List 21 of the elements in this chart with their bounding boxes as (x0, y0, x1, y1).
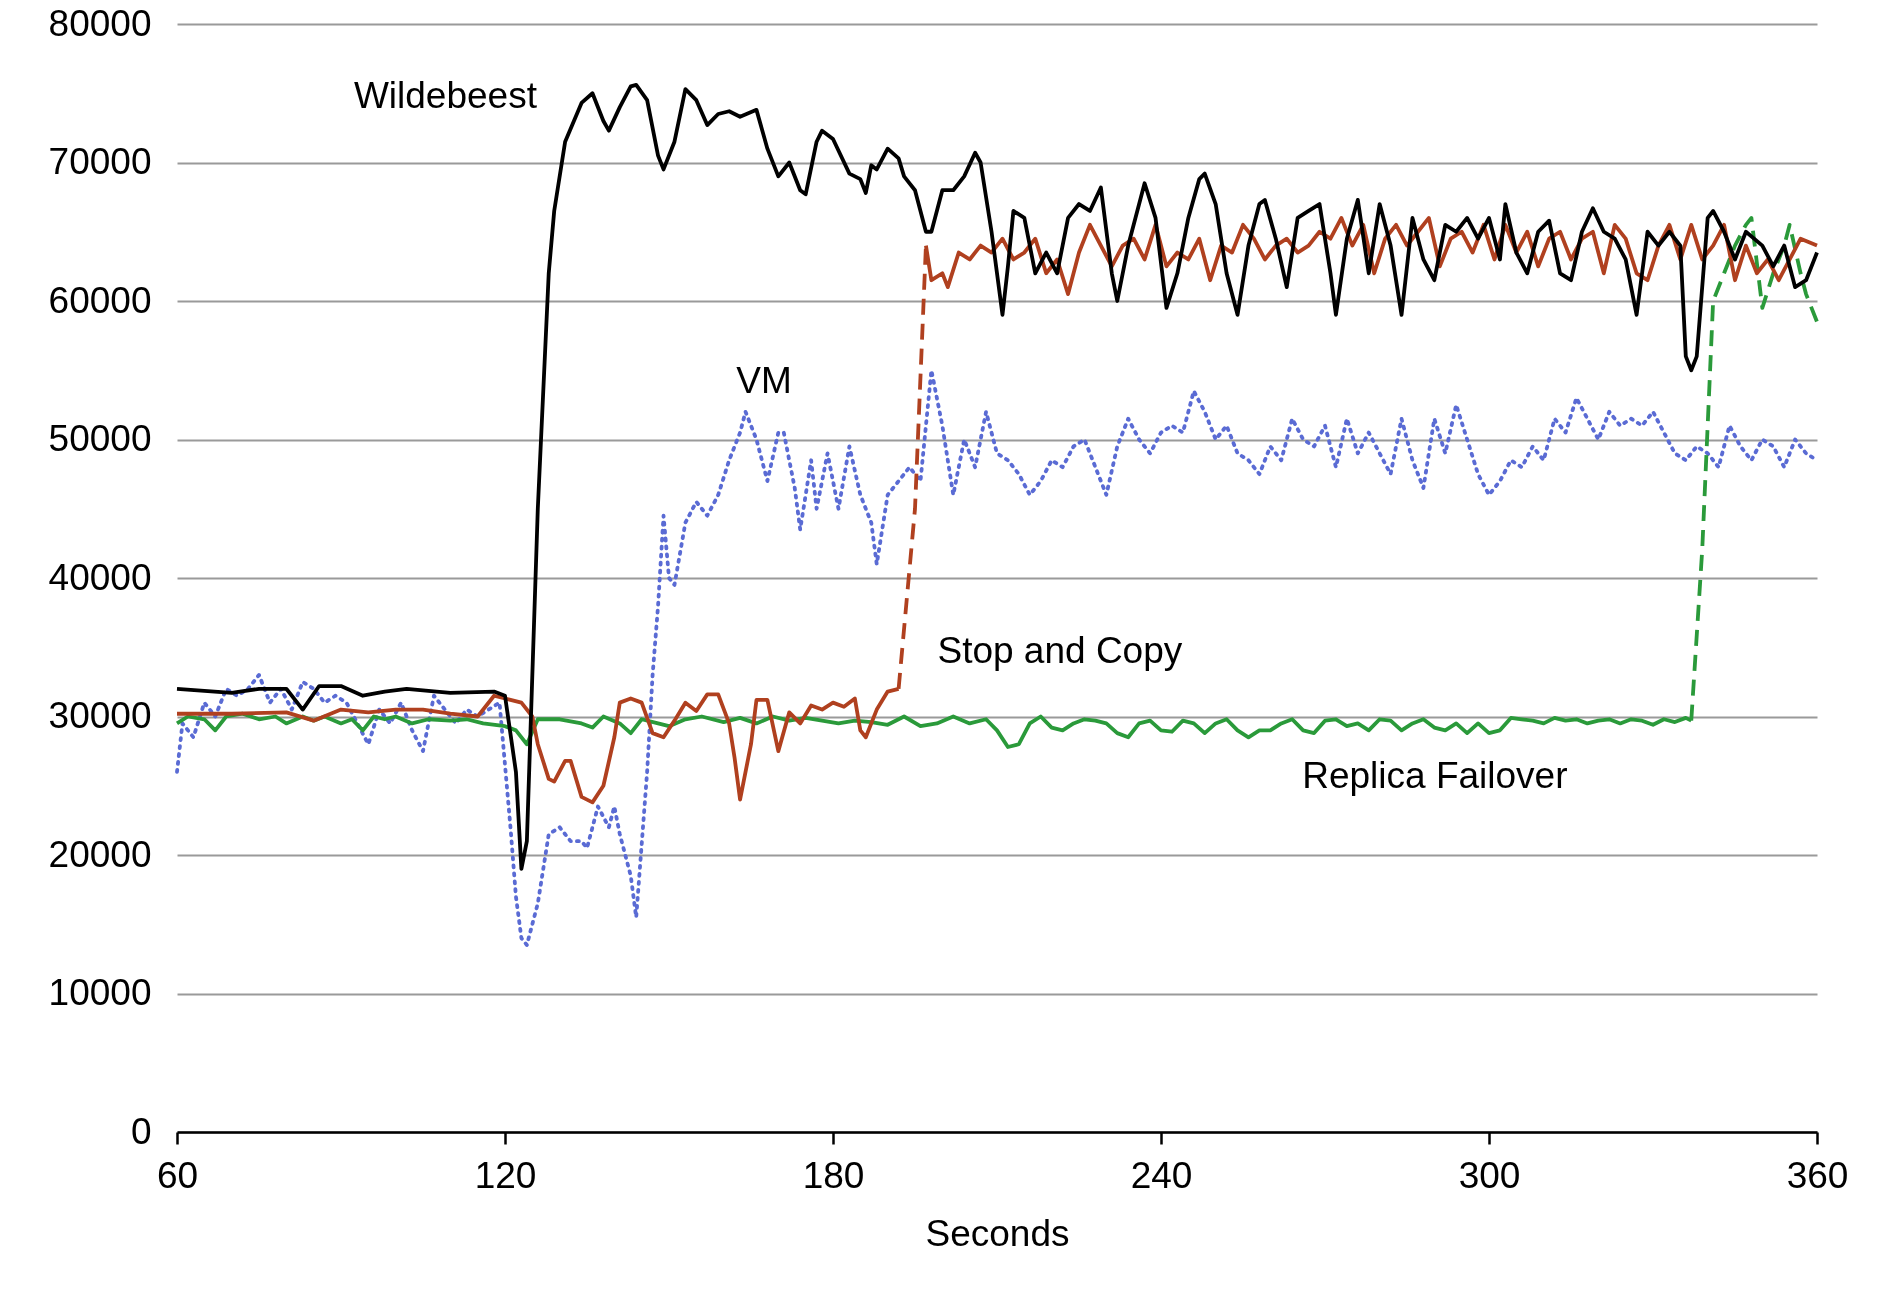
line-series (175, 83, 1819, 871)
y-tick-label: 40000 (48, 556, 152, 598)
x-tick-label: 180 (802, 1154, 865, 1196)
x-axis-title: Seconds (925, 1212, 1070, 1254)
series-label: Stop and Copy (937, 629, 1183, 671)
x-tick-label: 240 (1130, 1154, 1193, 1196)
y-tick-label: 20000 (48, 833, 152, 875)
y-tick-label: 30000 (48, 695, 152, 736)
x-tick-label: 300 (1458, 1154, 1521, 1196)
y-tick-label: 0 (130, 1110, 152, 1152)
series-label: Replica Failover (1302, 755, 1568, 797)
y-tick-label: 50000 (48, 418, 152, 459)
y-tick-label: 80000 (48, 2, 152, 44)
y-tick-label: 70000 (48, 141, 152, 182)
x-tick-label: 360 (1786, 1154, 1849, 1196)
series-label: VM (736, 360, 792, 402)
y-tick-label: 10000 (48, 972, 152, 1013)
x-tick-label: 120 (474, 1154, 537, 1196)
x-tick-label: 60 (156, 1154, 199, 1196)
series-label: Wildebeest (353, 74, 538, 116)
y-tick-label: 60000 (48, 279, 152, 321)
